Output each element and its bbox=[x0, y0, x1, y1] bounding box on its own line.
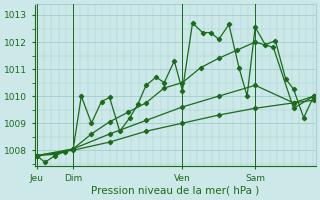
X-axis label: Pression niveau de la mer( hPa ): Pression niveau de la mer( hPa ) bbox=[91, 186, 260, 196]
